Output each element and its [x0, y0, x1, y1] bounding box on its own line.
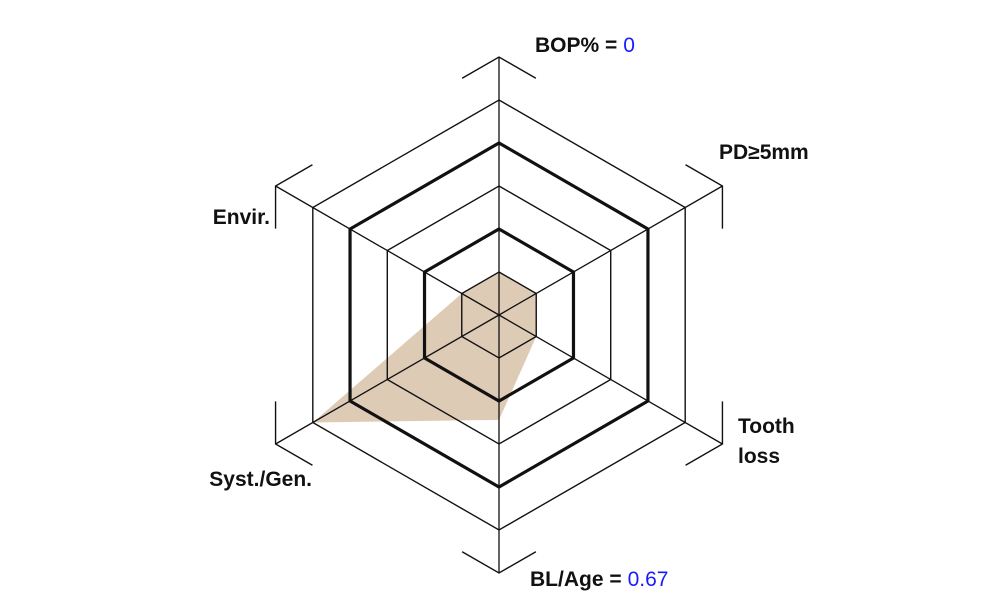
axis-end-bracket	[274, 164, 313, 229]
axis-label: Envir.	[212, 206, 270, 229]
axis-label: BL/Age = 0.67	[530, 565, 668, 595]
grid-ring	[348, 141, 650, 489]
grid-ring	[312, 99, 686, 531]
grid-ring	[422, 227, 576, 403]
printed-value: 0	[623, 34, 635, 57]
printed-value: 0.67	[627, 568, 669, 591]
axis-label: Tooth loss	[738, 415, 795, 468]
category: BOP% =	[535, 34, 618, 57]
axis-label: PD≥5mm	[719, 141, 809, 164]
axis-end-bracket	[685, 401, 724, 466]
grid-ring	[386, 185, 612, 445]
axis-end-bracket	[461, 551, 537, 574]
category: BL/Age =	[530, 568, 622, 591]
axis-end-bracket	[461, 56, 537, 79]
axis-end-bracket	[274, 401, 313, 466]
axis-label: Syst./Gen.	[209, 468, 312, 491]
axis-end-bracket	[685, 164, 724, 229]
grid-ring	[461, 271, 537, 359]
axis-label: BOP% = 0	[535, 31, 635, 61]
